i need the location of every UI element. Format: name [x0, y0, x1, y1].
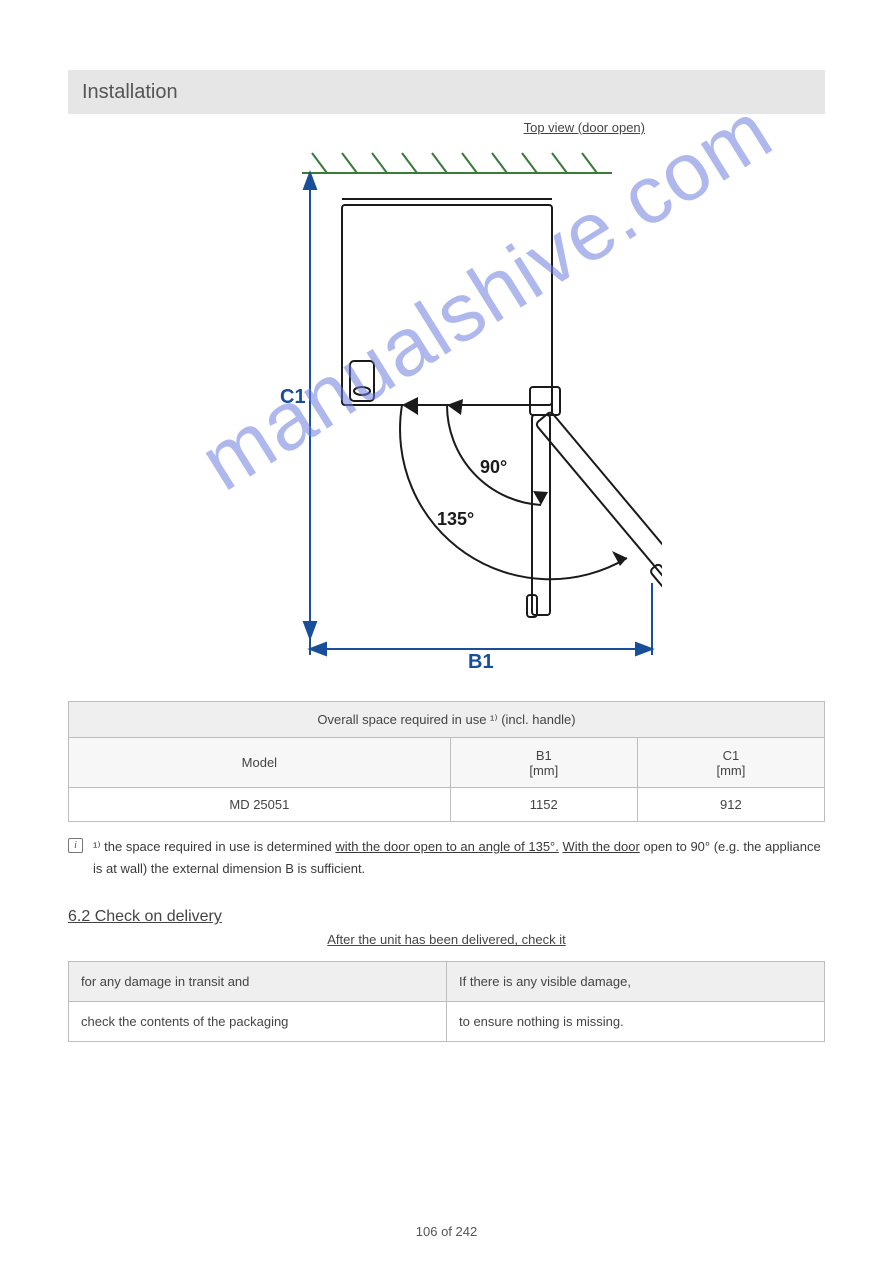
cell: for any damage in transit and	[69, 962, 447, 1002]
col-b1: B1 [mm]	[450, 738, 637, 788]
cell: to ensure nothing is missing.	[447, 1002, 825, 1042]
col-model: Model	[69, 738, 451, 788]
note-lead: ¹⁾ the space required in use is determin…	[93, 839, 335, 854]
delivery-check-table: for any damage in transit and If there i…	[68, 961, 825, 1042]
dim-label-c1: C1	[280, 386, 306, 408]
cell-b1: 1152	[450, 788, 637, 822]
col-c1: C1 [mm]	[637, 738, 824, 788]
section-banner: Installation	[68, 70, 825, 114]
info-icon: i	[68, 838, 83, 853]
dim-label-b1: B1	[468, 651, 494, 673]
cell: check the contents of the packaging	[69, 1002, 447, 1042]
note-u1: with the door open to an angle of 135°.	[335, 839, 558, 854]
page-number: 106 of 242	[0, 1224, 893, 1239]
cell-model: MD 25051	[69, 788, 451, 822]
angle-label-135: 135°	[437, 509, 474, 529]
banner-title: Installation	[82, 81, 178, 104]
table-caption: Overall space required in use ¹⁾ (incl. …	[69, 702, 825, 738]
angle-label-90: 90°	[480, 457, 507, 477]
cell-c1: 912	[637, 788, 824, 822]
cell: If there is any visible damage,	[447, 962, 825, 1002]
footnote-text: ¹⁾ the space required in use is determin…	[93, 836, 825, 880]
table-row: check the contents of the packaging to e…	[69, 1002, 825, 1042]
section-6-2-sub: After the unit has been delivered, check…	[68, 932, 825, 947]
footnote: i ¹⁾ the space required in use is determ…	[68, 836, 825, 880]
diagram-caption: Top view (door open)	[68, 120, 825, 135]
space-required-table: Overall space required in use ¹⁾ (incl. …	[68, 701, 825, 822]
note-u2: With the door	[563, 839, 640, 854]
top-view-diagram: C1 90° 135°	[68, 143, 825, 683]
table-row: MD 25051 1152 912	[69, 788, 825, 822]
table-row: for any damage in transit and If there i…	[69, 962, 825, 1002]
table-header-row: Model B1 [mm] C1 [mm]	[69, 738, 825, 788]
table-caption-row: Overall space required in use ¹⁾ (incl. …	[69, 702, 825, 738]
section-6-2-heading: 6.2 Check on delivery	[68, 908, 825, 926]
